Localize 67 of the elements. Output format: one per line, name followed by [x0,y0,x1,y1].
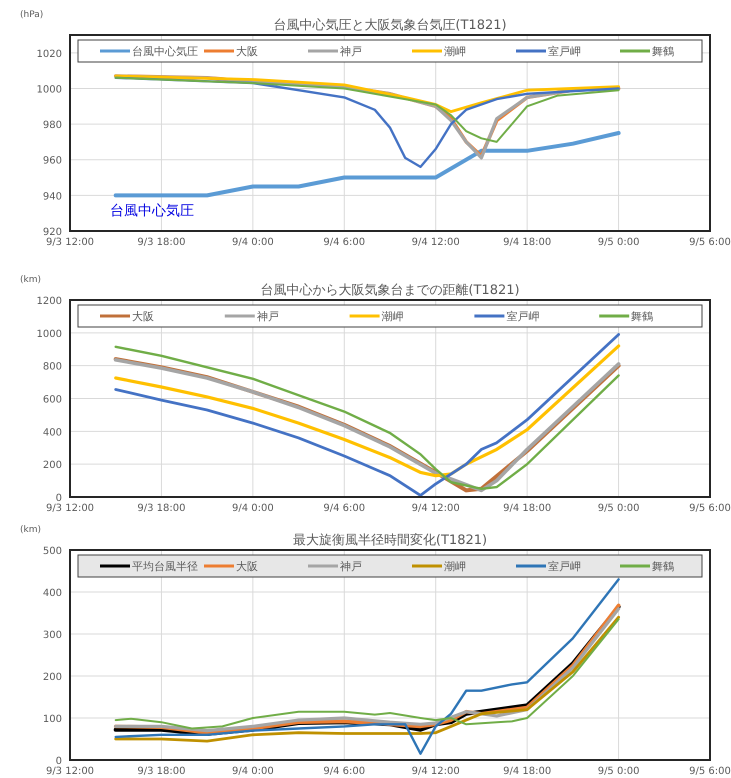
x-tick-label: 9/3 18:00 [137,503,186,514]
x-tick-label: 9/4 18:00 [503,766,552,777]
y-tick-label: 400 [42,427,62,438]
x-tick-label: 9/4 12:00 [412,237,460,248]
y-tick-label: 920 [42,227,62,238]
x-tick-label: 9/4 12:00 [412,766,460,777]
x-tick-label: 9/4 6:00 [323,237,366,248]
legend-label: 舞鶴 [652,560,674,573]
x-tick-label: 9/3 18:00 [137,237,186,248]
legend-label: 神戸 [256,310,279,323]
y-tick-label: 960 [42,156,62,167]
x-tick-label: 9/4 0:00 [232,237,274,248]
x-tick-label: 9/4 18:00 [503,503,552,514]
chart-title: 最大旋衡風半径時間変化(T1821) [292,532,488,548]
legend-label: 台風中心気圧 [132,45,198,58]
legend-label: 潮岬 [444,560,466,573]
x-tick-label: 9/4 18:00 [503,237,552,248]
x-tick-label: 9/4 0:00 [232,503,274,514]
legend-label: 舞鶴 [652,45,674,58]
y-tick-label: 100 [42,714,62,725]
y-axis-title: (km) [20,525,42,535]
y-tick-label: 1000 [36,84,62,96]
y-tick-label: 500 [42,546,62,557]
legend-label: 潮岬 [382,310,404,323]
y-axis-title: (km) [20,275,42,285]
x-tick-label: 9/4 6:00 [323,503,366,514]
chart-title: 台風中心から大阪気象台までの距離(T1821) [260,282,520,298]
y-tick-label: 1000 [36,328,62,340]
x-tick-label: 9/3 12:00 [46,766,94,777]
annotation: 台風中心気圧 [110,203,194,219]
x-tick-label: 9/3 18:00 [137,766,186,777]
x-tick-label: 9/5 6:00 [689,503,731,514]
legend-label: 神戸 [340,560,362,573]
x-tick-label: 9/3 12:00 [46,503,94,514]
x-tick-label: 9/5 0:00 [598,503,640,514]
legend-label: 平均台風半径 [132,560,198,573]
y-tick-label: 1020 [36,48,62,60]
legend-label: 大阪 [236,560,258,573]
legend-label: 舞鶴 [631,310,654,323]
y-tick-label: 200 [42,460,62,472]
x-tick-label: 9/4 6:00 [323,766,366,777]
y-tick-label: 0 [56,756,62,767]
legend-label: 神戸 [340,45,362,58]
legend-label: 大阪 [132,310,154,323]
chart-title: 台風中心気圧と大阪気象台気圧(T1821) [273,17,507,33]
legend-label: 潮岬 [444,45,466,58]
y-tick-label: 800 [42,362,62,373]
legend-label: 室戸岬 [506,310,540,323]
y-tick-label: 600 [42,394,62,406]
y-tick-label: 1200 [36,296,62,307]
legend-label: 室戸岬 [548,45,581,58]
y-tick-label: 400 [42,588,62,599]
x-tick-label: 9/5 6:00 [689,766,731,777]
x-tick-label: 9/5 0:00 [598,237,640,248]
x-tick-label: 9/5 0:00 [598,766,640,777]
x-tick-label: 9/5 6:00 [689,237,731,248]
x-tick-label: 9/4 0:00 [232,766,274,777]
y-tick-label: 980 [42,120,62,132]
y-tick-label: 0 [56,493,62,504]
y-tick-label: 200 [42,672,62,683]
legend-label: 室戸岬 [548,560,581,573]
y-tick-label: 300 [42,630,62,641]
x-tick-label: 9/4 12:00 [412,503,460,514]
y-axis-title: (hPa) [20,10,44,20]
x-tick-label: 9/3 12:00 [46,237,94,248]
y-tick-label: 940 [42,191,62,202]
legend-label: 大阪 [236,45,258,58]
